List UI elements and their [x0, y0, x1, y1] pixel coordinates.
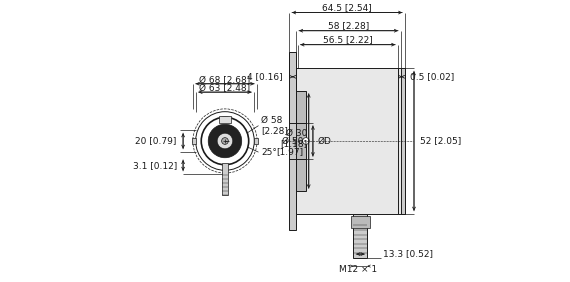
Text: ØD: ØD — [317, 136, 331, 146]
Text: 56.5 [2.22]: 56.5 [2.22] — [323, 35, 373, 44]
Text: 4 [0.16]: 4 [0.16] — [247, 72, 282, 81]
Bar — [401, 69, 405, 213]
Bar — [192, 138, 196, 144]
Bar — [353, 213, 368, 258]
Circle shape — [208, 124, 242, 158]
Bar — [296, 69, 400, 213]
Circle shape — [217, 133, 233, 149]
Text: 20 [0.79]: 20 [0.79] — [135, 136, 176, 146]
Text: 13.3 [0.52]: 13.3 [0.52] — [382, 250, 433, 259]
Bar — [222, 163, 228, 195]
Bar — [398, 69, 405, 213]
Text: 58 [2.28]: 58 [2.28] — [328, 21, 369, 30]
Text: M12 × 1: M12 × 1 — [339, 265, 377, 274]
Text: Ø 50
[1.97]: Ø 50 [1.97] — [276, 137, 303, 156]
Text: Ø 58
[2.28]: Ø 58 [2.28] — [261, 116, 288, 135]
Bar — [219, 116, 230, 124]
Bar — [351, 216, 370, 228]
Circle shape — [303, 138, 310, 144]
Bar — [296, 91, 306, 191]
Bar — [289, 52, 296, 230]
Text: Ø 68 [2.68]: Ø 68 [2.68] — [200, 76, 251, 85]
Text: 3.1 [0.12]: 3.1 [0.12] — [133, 161, 177, 170]
Text: Ø 30
[1.18]: Ø 30 [1.18] — [280, 129, 307, 148]
Bar — [254, 138, 258, 144]
Text: 52 [2.05]: 52 [2.05] — [420, 136, 461, 146]
Text: 25°: 25° — [261, 148, 277, 157]
Circle shape — [222, 138, 229, 144]
Text: 0.5 [0.02]: 0.5 [0.02] — [410, 72, 454, 81]
Text: Ø 63 [2.48]: Ø 63 [2.48] — [200, 84, 251, 93]
Text: 64.5 [2.54]: 64.5 [2.54] — [322, 3, 372, 12]
